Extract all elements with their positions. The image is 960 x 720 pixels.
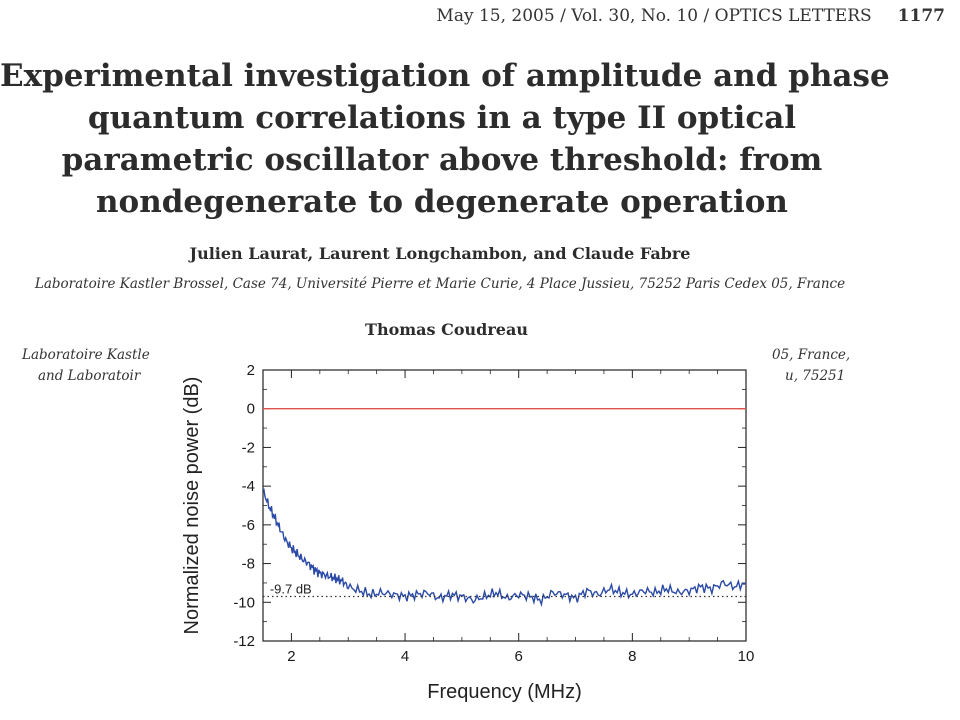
y-tick-label: -4 [242,478,255,495]
title-line: nondegenerate to degenerate operation [96,184,788,220]
affiliation-2-fragment: and Laboratoir [38,368,141,384]
y-tick-label: 0 [247,401,255,418]
title-line: parametric oscillator above threshold: f… [61,142,823,178]
y-tick-label: -12 [233,633,255,650]
affiliation-2-fragment: 05, France, [772,347,851,363]
author-2: Thomas Coudreau [365,320,528,339]
affiliation-1: Laboratoire Kastler Brossel, Case 74, Un… [34,276,846,292]
paper-title: Experimental investigation of amplitude … [0,55,890,223]
y-tick-label: 2 [247,362,255,379]
x-tick-label: 6 [515,648,523,665]
affiliation-2-fragment: u, 75251 [785,368,846,384]
x-tick-label: 2 [287,648,295,665]
y-tick-label: -10 [233,594,255,611]
x-tick-label: 10 [738,648,755,665]
running-head-text: May 15, 2005 / Vol. 30, No. 10 / OPTICS … [436,6,872,26]
noise-spectrum-chart: 2 4 6 8 10 2 0 -2 -4 -6 -8 -10 -12 -9.7 dB Frequenc… [181,362,755,703]
figure-overlay: 2 4 6 8 10 2 0 -2 -4 -6 -8 -10 -12 -9.7 dB Frequenc… [150,345,762,720]
x-tick-label: 8 [628,648,636,665]
y-tick-label: -6 [242,517,255,534]
x-tick-label: 4 [401,648,409,665]
title-line: Experimental investigation of amplitude … [0,58,890,94]
noise-spectrum-line [262,488,747,607]
y-axis-title: Normalized noise power (dB) [181,377,203,635]
x-axis-title: Frequency (MHz) [427,681,581,703]
affiliation-2-fragment: Laboratoire Kastle [22,347,150,363]
level-annotation: -9.7 dB [270,582,312,597]
author-list: Julien Laurat, Laurent Longchambon, and … [189,244,691,263]
plot-frame [262,369,747,642]
running-header: May 15, 2005 / Vol. 30, No. 10 / OPTICS … [0,6,945,26]
page-number: 1177 [897,6,945,26]
y-tick-label: -8 [242,556,255,573]
title-line: quantum correlations in a type II optica… [87,100,797,136]
y-tick-label: -2 [242,439,255,456]
